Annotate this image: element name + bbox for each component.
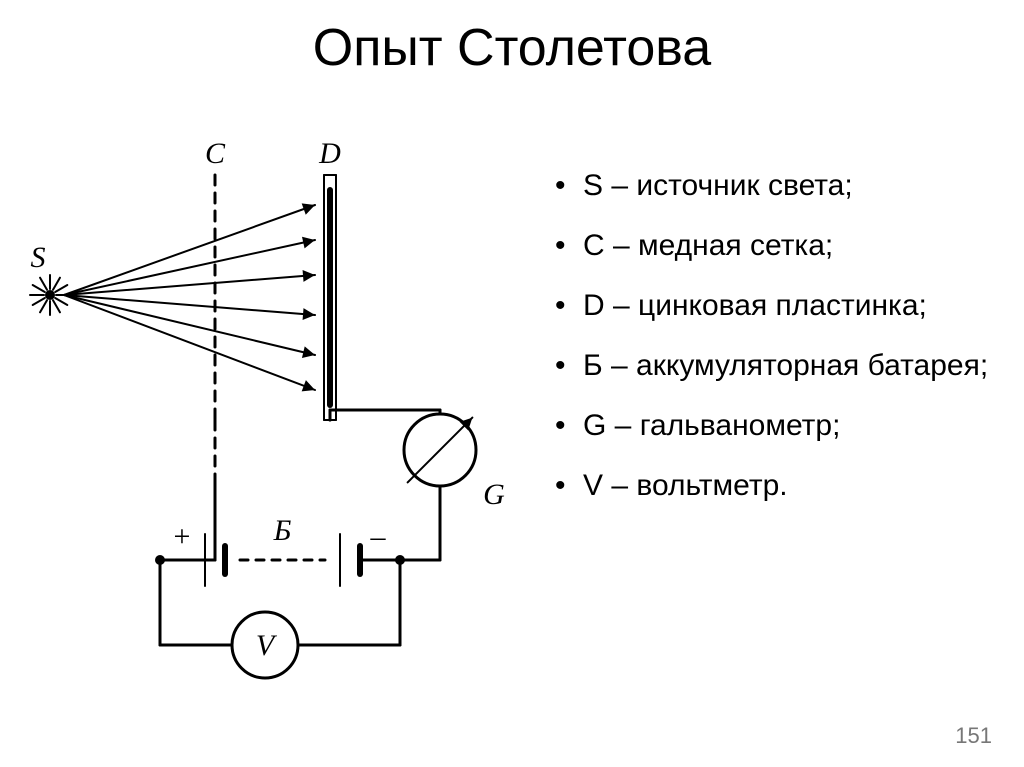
legend-item: C – медная сетка; bbox=[555, 225, 995, 267]
svg-text:G: G bbox=[483, 478, 505, 511]
legend: S – источник света; C – медная сетка; D … bbox=[555, 165, 995, 525]
legend-item: S – источник света; bbox=[555, 165, 995, 207]
svg-text:C: C bbox=[205, 137, 226, 170]
page-number: 151 bbox=[955, 723, 992, 749]
svg-text:+: + bbox=[174, 520, 191, 553]
legend-item: D – цинковая пластинка; bbox=[555, 285, 995, 327]
svg-text:S: S bbox=[31, 241, 46, 274]
legend-item: G – гальванометр; bbox=[555, 405, 995, 447]
page-title: Опыт Столетова bbox=[0, 18, 1024, 78]
circuit-diagram: SCDG+–БV bbox=[10, 120, 520, 680]
svg-text:D: D bbox=[318, 137, 341, 170]
legend-item: V – вольтметр. bbox=[555, 465, 995, 507]
legend-item: Б – аккумуляторная батарея; bbox=[555, 345, 995, 387]
svg-text:Б: Б bbox=[273, 514, 292, 547]
svg-text:–: – bbox=[370, 520, 387, 553]
